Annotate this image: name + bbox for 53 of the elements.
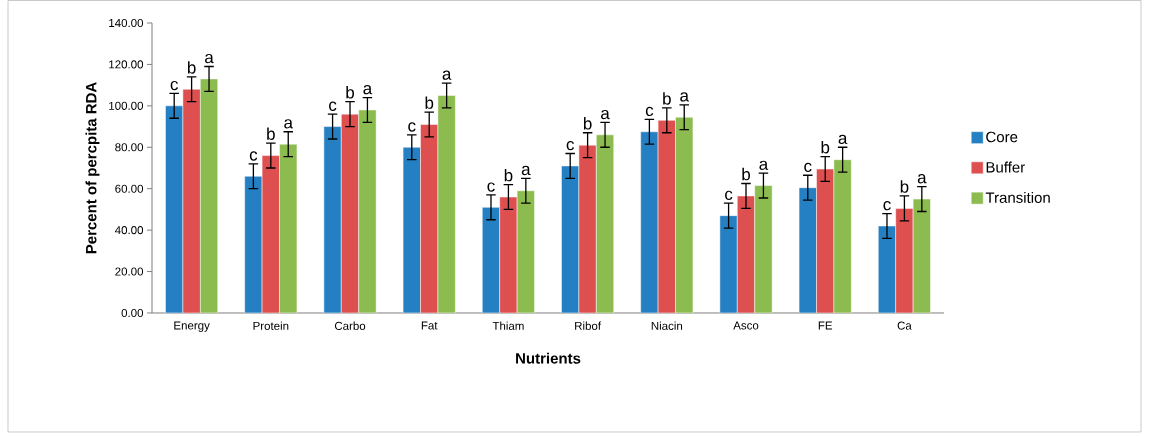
data-label: c	[725, 190, 733, 201]
y-tick-label: 80.00	[115, 143, 144, 152]
x-tick-label: Thiam	[492, 321, 524, 330]
data-label: c	[566, 140, 574, 151]
legend-label: Buffer	[986, 161, 1025, 173]
data-label: c	[249, 151, 258, 161]
data-label: b	[267, 127, 275, 140]
legend-label: Core	[986, 131, 1018, 143]
x-axis-title: Nutrients	[516, 352, 581, 364]
y-tick-label: 40.00	[114, 226, 144, 235]
data-label: c	[329, 101, 337, 111]
data-label: c	[645, 106, 654, 117]
data-label: b	[663, 92, 671, 105]
data-label: c	[170, 80, 178, 91]
data-label: c	[487, 182, 495, 192]
x-tick-label: Energy	[174, 321, 210, 332]
data-label: b	[425, 96, 434, 109]
x-tick-label: Ribof	[575, 321, 602, 330]
y-tick-label: 60.00	[115, 184, 144, 193]
data-label: b	[900, 180, 909, 193]
data-label: c	[883, 201, 891, 211]
data-label: b	[821, 140, 830, 154]
data-label: a	[205, 53, 214, 64]
data-label: a	[759, 160, 769, 170]
x-tick-label: Protein	[253, 321, 289, 330]
data-label: a	[442, 70, 452, 80]
data-label: a	[917, 174, 927, 184]
data-label: b	[583, 117, 592, 130]
x-tick-label: Fat	[421, 321, 438, 330]
y-tick-label: 0.00	[121, 308, 144, 318]
x-tick-label: Ca	[897, 321, 912, 330]
data-label: a	[601, 109, 610, 120]
data-label: b	[742, 167, 751, 181]
data-label: b	[187, 61, 196, 74]
data-label: a	[363, 85, 373, 95]
y-tick-label: 120.00	[109, 60, 144, 69]
data-label: c	[804, 162, 812, 173]
data-label: b	[504, 168, 513, 182]
x-tick-label: Asco	[733, 321, 759, 330]
x-tick-label: Niacin	[651, 321, 683, 330]
data-label: a	[680, 92, 689, 102]
x-tick-label: Carbo	[334, 321, 366, 330]
data-label: a	[521, 165, 531, 176]
y-tick-label: 20.00	[115, 267, 144, 276]
x-tick-label: FE	[818, 321, 833, 330]
data-label: b	[346, 86, 355, 99]
data-label: a	[838, 134, 848, 145]
y-tick-label: 140.00	[109, 18, 144, 28]
data-label: c	[408, 122, 416, 132]
y-axis-title: Percent of percpita RDA	[85, 82, 100, 254]
legend-label: Transition	[985, 191, 1050, 203]
data-label: a	[284, 119, 293, 129]
y-tick-label: 100.00	[109, 101, 144, 110]
